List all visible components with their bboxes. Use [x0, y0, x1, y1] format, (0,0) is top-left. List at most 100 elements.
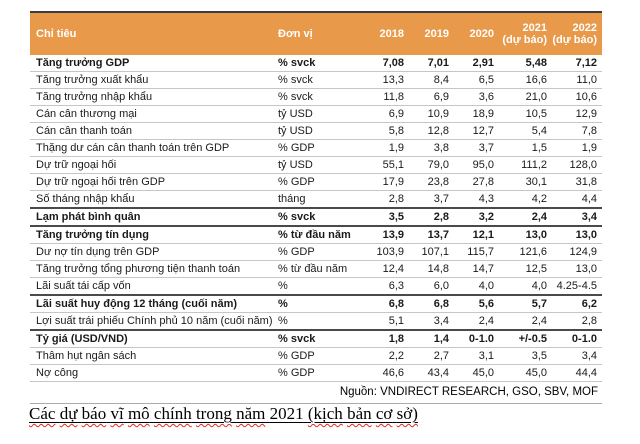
- row-value: 21,0: [525, 91, 547, 103]
- row-value: 46,6: [382, 367, 404, 379]
- row-value: 10,9: [427, 108, 449, 120]
- row-value: 13,9: [382, 229, 404, 241]
- row-unit: % svck: [278, 211, 316, 223]
- row-value: 95,0: [472, 159, 494, 171]
- row-value: 1,9: [388, 142, 404, 154]
- table-row: Dự trữ ngoại hối tỷ USD 55,1 79,0 95,0 111,2 1…: [30, 156, 602, 174]
- row-value: 5,8: [388, 125, 404, 137]
- caption-word: Các: [29, 404, 56, 423]
- row-value: 0-1.0: [468, 333, 494, 345]
- table-row: Tăng trưởng GDP % svck 7,08 7,01 2,91 5,48 7,1…: [30, 55, 602, 72]
- table-caption: Các dự báo vĩ mô chính trong năm 2021 (k…: [29, 404, 418, 424]
- row-value: 4,2: [531, 193, 547, 205]
- row-label: Dự trữ ngoại hối trên GDP: [36, 176, 166, 188]
- row-label: Tăng trưởng tổng phương tiện thanh toán: [36, 263, 241, 275]
- row-value: 5,6: [478, 298, 494, 310]
- row-value: 2,91: [472, 57, 494, 69]
- row-value: 12,4: [382, 263, 404, 275]
- caption-word: (kịch: [307, 404, 343, 423]
- row-value: 13,3: [382, 74, 404, 86]
- row-value: 0-1.0: [571, 333, 597, 345]
- caption-word: dự: [59, 404, 78, 423]
- row-value: 3,4: [433, 315, 449, 327]
- table-row: Lợi suất trái phiếu Chính phủ 10 năm (cu…: [30, 312, 602, 331]
- row-value: 3,5: [531, 350, 547, 362]
- row-label: Cán cân thanh toán: [36, 125, 133, 137]
- caption-word: cơ: [375, 404, 393, 423]
- table-header: Chỉ tiêu Đơn vị 2018 2019 2020 2021 (dự báo) 20…: [30, 13, 602, 55]
- row-value: 107,1: [421, 246, 449, 258]
- macro-forecast-table-block: Chỉ tiêu Đơn vị 2018 2019 2020 2021 (dự báo) 20…: [30, 11, 602, 404]
- row-label: Tỷ giá (USD/VND): [36, 333, 128, 345]
- column-header: 2021 (dự báo): [499, 13, 552, 55]
- source-note: Nguồn: VNDIRECT RESEARCH, GSO, SBV, MOF: [30, 382, 602, 404]
- row-value: 7,01: [427, 57, 449, 69]
- row-label: Tăng trưởng xuất khẩu: [36, 74, 149, 86]
- row-value: 7,12: [575, 57, 597, 69]
- row-value: 3,8: [433, 142, 449, 154]
- row-unit: tỷ USD: [278, 159, 313, 171]
- row-unit: % từ đầu năm: [278, 263, 348, 275]
- row-value: 2,4: [531, 315, 547, 327]
- row-value: 31,8: [575, 176, 597, 188]
- row-unit: % svck: [278, 74, 313, 86]
- table-row: Cán cân thương mại tỷ USD 6,9 10,9 18,9 10,5 1…: [30, 105, 602, 123]
- table-row: Tỷ giá (USD/VND) % svck 1,8 1,4 0-1.0 +/-0.5 0…: [30, 330, 602, 348]
- row-unit: % svck: [278, 91, 313, 103]
- table-row: Tăng trưởng tín dụng % từ đầu năm 13,9 13,7…: [30, 226, 602, 244]
- row-value: 18,9: [472, 108, 494, 120]
- row-value: 16,6: [525, 74, 547, 86]
- row-value: 13,0: [525, 229, 547, 241]
- row-value: 45,0: [525, 367, 547, 379]
- row-value: 12,5: [525, 263, 547, 275]
- caption-word: năm: [236, 404, 266, 423]
- column-header: 2018: [361, 13, 409, 55]
- table-row: Tăng trưởng xuất khẩu % svck 13,3 8,4 6,5 16,…: [30, 71, 602, 89]
- macro-forecast-table: Chỉ tiêu Đơn vị 2018 2019 2020 2021 (dự báo) 20…: [30, 13, 602, 382]
- table-row: Dư nợ tín dụng trên GDP % GDP 103,9 107,1 11…: [30, 243, 602, 261]
- row-label: Tăng trưởng tín dụng: [36, 229, 149, 241]
- row-label: Lãi suất tái cấp vốn: [36, 280, 131, 292]
- row-value: 4,0: [531, 280, 547, 292]
- row-value: 3,4: [581, 350, 597, 362]
- row-unit: % GDP: [278, 142, 315, 154]
- row-value: 2,4: [478, 315, 494, 327]
- caption-word: trong: [195, 404, 232, 423]
- row-value: 3,7: [478, 142, 494, 154]
- caption-word: sở): [396, 404, 418, 423]
- row-value: 30,1: [525, 176, 547, 188]
- column-header: 2020: [454, 13, 499, 55]
- row-value: 10,6: [575, 91, 597, 103]
- row-label: Dư nợ tín dụng trên GDP: [36, 246, 160, 258]
- row-value: 13,0: [575, 229, 597, 241]
- row-value: 23,8: [427, 176, 449, 188]
- row-unit: % GDP: [278, 246, 315, 258]
- row-unit: %: [278, 315, 288, 327]
- column-header: 2019: [409, 13, 454, 55]
- row-value: 6,8: [388, 298, 404, 310]
- row-value: 3,4: [581, 211, 597, 223]
- row-unit: tỷ USD: [278, 125, 313, 137]
- table-row: Số tháng nhập khẩu tháng 2,8 3,7 4,3 4,2 4,4: [30, 190, 602, 209]
- caption-word: chính: [153, 404, 192, 423]
- row-value: 6,5: [478, 74, 494, 86]
- row-value: 11,8: [383, 91, 404, 103]
- row-value: 11,0: [576, 74, 597, 86]
- row-value: 5,1: [388, 315, 404, 327]
- row-value: 4,3: [478, 193, 494, 205]
- row-unit: % svck: [278, 57, 316, 69]
- row-value: 1,9: [581, 142, 597, 154]
- table-row: Lạm phát bình quân % svck 3,5 2,8 3,2 2,4 3,4: [30, 208, 602, 226]
- row-value: 13,0: [575, 263, 597, 275]
- row-value: 2,8: [388, 193, 404, 205]
- row-value: 103,9: [376, 246, 404, 258]
- row-value: 12,8: [427, 125, 449, 137]
- row-value: 6,8: [433, 298, 449, 310]
- row-value: 6,0: [433, 280, 449, 292]
- column-header: 2022 (dự báo): [552, 13, 602, 55]
- row-value: 6,9: [388, 108, 404, 120]
- caption-word: vĩ: [110, 404, 124, 423]
- row-value: 55,1: [382, 159, 404, 171]
- row-value: 12,7: [472, 125, 494, 137]
